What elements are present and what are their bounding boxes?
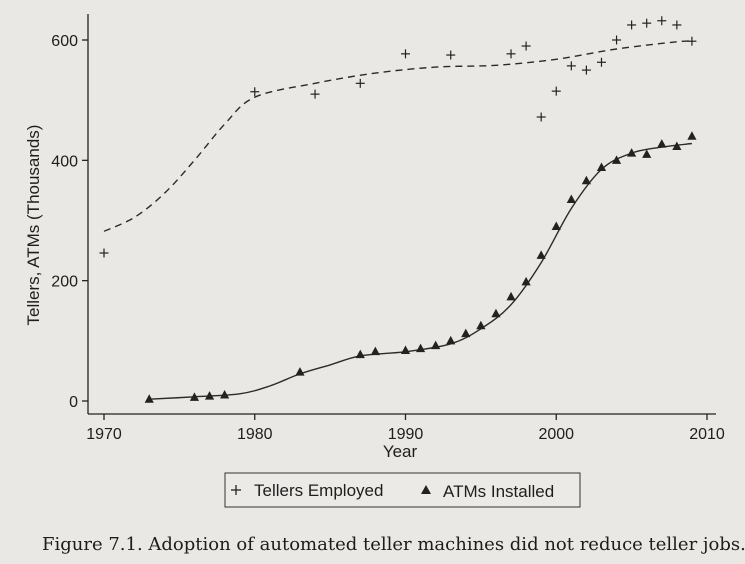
point-atms xyxy=(642,149,652,158)
point-tellers xyxy=(401,49,410,59)
fit-lines xyxy=(103,40,692,400)
point-atms xyxy=(400,345,411,354)
point-atms xyxy=(415,343,426,353)
y-ticks: 0 200 400 600 xyxy=(51,33,88,411)
point-atms xyxy=(581,175,591,185)
legend-label-tellers: Tellers Employed xyxy=(254,481,383,500)
y-tick-label: 200 xyxy=(51,274,78,291)
x-tick-label: 1990 xyxy=(388,426,424,443)
data-points xyxy=(99,16,697,403)
point-tellers xyxy=(310,89,320,99)
point-atms xyxy=(506,291,516,301)
fit-line-atms xyxy=(149,142,692,400)
point-atms xyxy=(461,328,471,338)
point-tellers xyxy=(627,20,637,30)
point-tellers xyxy=(99,248,109,258)
x-tick-label: 2010 xyxy=(689,426,725,443)
legend-marker-tellers xyxy=(231,485,241,495)
legend: Tellers Employed ATMs Installed xyxy=(224,472,581,508)
legend-marker-atms xyxy=(421,485,431,494)
point-tellers xyxy=(657,16,667,26)
y-tick-label: 0 xyxy=(69,394,78,411)
point-atms xyxy=(446,335,456,345)
point-atms xyxy=(551,221,561,231)
x-tick-label: 1980 xyxy=(237,426,273,443)
point-atms xyxy=(295,367,305,376)
point-tellers xyxy=(446,50,456,60)
point-tellers xyxy=(672,20,682,30)
point-atms xyxy=(431,340,441,350)
x-tick-label: 2000 xyxy=(538,426,574,443)
y-axis-title: Tellers, ATMs (Thousands) xyxy=(24,125,43,326)
point-tellers xyxy=(642,18,652,28)
chart: 0 200 400 600 1970 1980 1990 2000 2010 Tellers,… xyxy=(24,14,725,508)
fit-line-tellers xyxy=(103,40,692,232)
point-tellers xyxy=(536,112,546,122)
point-atms xyxy=(491,308,501,318)
y-tick-label: 600 xyxy=(51,33,78,50)
point-atms xyxy=(355,349,365,359)
point-atms xyxy=(370,346,380,356)
point-atms xyxy=(566,194,576,203)
point-tellers xyxy=(355,78,365,88)
legend-label-atms: ATMs Installed xyxy=(443,482,554,501)
point-atms xyxy=(687,131,697,140)
point-atms xyxy=(204,391,215,400)
point-tellers xyxy=(581,65,591,75)
figure-caption: Figure 7.1. Adoption of automated teller… xyxy=(42,534,745,555)
point-atms xyxy=(627,148,637,157)
point-atms xyxy=(657,139,667,148)
point-atms xyxy=(672,141,682,150)
point-tellers xyxy=(521,41,531,51)
point-tellers xyxy=(551,86,561,96)
point-atms xyxy=(596,162,607,172)
point-atms xyxy=(144,394,154,403)
point-atms xyxy=(521,276,531,286)
point-tellers xyxy=(687,36,697,46)
point-tellers xyxy=(596,57,606,67)
point-atms xyxy=(476,320,486,330)
y-tick-label: 400 xyxy=(51,153,78,170)
point-tellers xyxy=(250,87,260,97)
point-atms xyxy=(536,250,546,259)
point-tellers xyxy=(506,49,516,59)
x-tick-label: 1970 xyxy=(86,426,122,443)
point-atms xyxy=(189,392,200,401)
point-atms xyxy=(611,155,622,164)
x-ticks: 1970 1980 1990 2000 2010 xyxy=(86,414,725,443)
x-axis-title: Year xyxy=(383,442,418,461)
point-tellers xyxy=(566,61,576,71)
point-tellers xyxy=(612,35,622,45)
legend-box xyxy=(224,472,581,508)
point-atms xyxy=(220,389,230,399)
